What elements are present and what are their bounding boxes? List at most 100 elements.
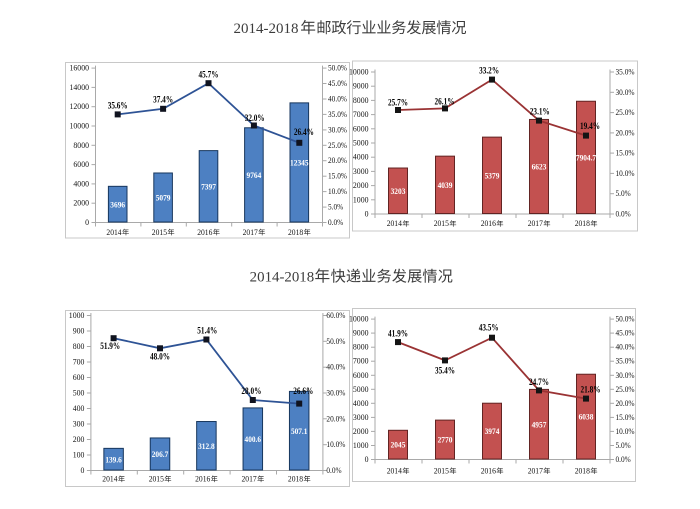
svg-text:20.0%: 20.0% <box>616 127 635 137</box>
svg-text:2017: 2017 <box>528 465 543 475</box>
svg-text:0.0%: 0.0% <box>328 217 343 227</box>
svg-text:45.7%: 45.7% <box>199 71 219 81</box>
svg-text:0: 0 <box>85 217 89 227</box>
svg-text:2770: 2770 <box>438 435 453 445</box>
svg-text:2014: 2014 <box>102 474 118 484</box>
svg-text:2014: 2014 <box>387 218 403 228</box>
svg-text:4000: 4000 <box>353 398 369 408</box>
svg-text:300: 300 <box>73 419 85 429</box>
svg-text:7904.7: 7904.7 <box>576 153 597 163</box>
svg-text:0: 0 <box>365 454 369 464</box>
svg-text:35.0%: 35.0% <box>616 356 635 366</box>
svg-text:19.4%: 19.4% <box>580 122 600 132</box>
svg-text:5.0%: 5.0% <box>616 188 631 198</box>
svg-text:400: 400 <box>73 403 85 413</box>
svg-text:2017: 2017 <box>242 474 257 484</box>
svg-text:2015: 2015 <box>149 474 164 484</box>
svg-text:50.0%: 50.0% <box>328 63 347 73</box>
svg-text:35.0%: 35.0% <box>328 109 347 119</box>
svg-text:2018: 2018 <box>575 218 590 228</box>
svg-text:15.0%: 15.0% <box>616 148 635 158</box>
svg-text:0.0%: 0.0% <box>616 454 631 464</box>
svg-text:32.0%: 32.0% <box>245 114 265 124</box>
svg-text:20.0%: 20.0% <box>326 413 345 423</box>
svg-text:5379: 5379 <box>485 170 500 180</box>
svg-text:0.0%: 0.0% <box>616 209 631 219</box>
svg-text:400.6: 400.6 <box>245 434 262 444</box>
svg-text:1000: 1000 <box>69 310 85 320</box>
svg-text:507.1: 507.1 <box>291 426 308 436</box>
svg-text:6000: 6000 <box>353 123 369 133</box>
svg-text:4000: 4000 <box>73 178 89 188</box>
svg-text:3000: 3000 <box>353 166 369 176</box>
svg-text:8000: 8000 <box>353 342 369 352</box>
svg-text:700: 700 <box>73 357 85 367</box>
svg-text:12345: 12345 <box>290 158 309 168</box>
svg-text:40.0%: 40.0% <box>328 94 347 104</box>
svg-text:5000: 5000 <box>353 138 369 148</box>
svg-text:45.0%: 45.0% <box>616 328 635 338</box>
svg-text:4957: 4957 <box>532 419 547 429</box>
svg-text:43.5%: 43.5% <box>479 324 499 334</box>
svg-text:7000: 7000 <box>353 109 369 119</box>
svg-text:7000: 7000 <box>353 356 369 366</box>
svg-text:800: 800 <box>73 341 85 351</box>
svg-text:500: 500 <box>73 388 85 398</box>
svg-text:6000: 6000 <box>353 370 369 380</box>
svg-text:48.0%: 48.0% <box>150 353 170 363</box>
svg-text:2014-2018: 2014-2018 <box>250 270 315 286</box>
svg-text:14000: 14000 <box>70 82 90 92</box>
svg-text:15.0%: 15.0% <box>328 171 347 181</box>
svg-text:10000: 10000 <box>349 314 369 324</box>
svg-text:2000: 2000 <box>353 426 369 436</box>
svg-text:2018: 2018 <box>288 474 303 484</box>
svg-text:2000: 2000 <box>73 198 89 208</box>
svg-text:28.0%: 28.0% <box>241 387 261 397</box>
svg-text:2015: 2015 <box>434 465 449 475</box>
svg-text:30.0%: 30.0% <box>616 87 635 97</box>
svg-text:40.0%: 40.0% <box>616 342 635 352</box>
svg-text:25.7%: 25.7% <box>388 98 408 108</box>
svg-text:3974: 3974 <box>485 426 500 436</box>
svg-text:35.0%: 35.0% <box>616 67 635 77</box>
svg-text:26.1%: 26.1% <box>435 97 455 107</box>
svg-text:20.0%: 20.0% <box>616 398 635 408</box>
svg-text:9000: 9000 <box>353 328 369 338</box>
svg-text:139.6: 139.6 <box>105 454 122 464</box>
svg-text:5079: 5079 <box>156 193 171 203</box>
svg-text:23.1%: 23.1% <box>530 108 550 118</box>
svg-text:6000: 6000 <box>73 159 89 169</box>
svg-text:10.0%: 10.0% <box>616 426 635 436</box>
svg-text:40.0%: 40.0% <box>326 362 345 372</box>
svg-text:9764: 9764 <box>247 170 262 180</box>
svg-text:25.0%: 25.0% <box>616 107 635 117</box>
svg-text:10000: 10000 <box>70 121 90 131</box>
svg-text:3696: 3696 <box>110 199 125 209</box>
svg-text:35.6%: 35.6% <box>108 102 128 112</box>
svg-text:2045: 2045 <box>391 440 406 450</box>
svg-text:6623: 6623 <box>532 162 547 172</box>
svg-text:5.0%: 5.0% <box>616 440 631 450</box>
svg-text:2015: 2015 <box>434 218 449 228</box>
svg-text:30.0%: 30.0% <box>328 124 347 134</box>
svg-text:2017: 2017 <box>528 218 543 228</box>
svg-text:50.0%: 50.0% <box>616 314 635 324</box>
svg-text:30.0%: 30.0% <box>326 388 345 398</box>
svg-text:4039: 4039 <box>438 180 453 190</box>
svg-text:1000: 1000 <box>353 194 369 204</box>
svg-text:10.0%: 10.0% <box>616 168 635 178</box>
svg-text:2014: 2014 <box>106 227 122 237</box>
svg-text:0: 0 <box>81 465 85 475</box>
svg-text:25.0%: 25.0% <box>328 140 347 150</box>
svg-text:100: 100 <box>73 450 85 460</box>
svg-text:10000: 10000 <box>349 67 369 77</box>
svg-text:3000: 3000 <box>353 412 369 422</box>
svg-text:15.0%: 15.0% <box>616 412 635 422</box>
svg-text:2015: 2015 <box>152 227 167 237</box>
svg-text:20.0%: 20.0% <box>328 155 347 165</box>
svg-text:1000: 1000 <box>353 440 369 450</box>
svg-text:10.0%: 10.0% <box>326 439 345 449</box>
svg-text:50.0%: 50.0% <box>326 336 345 346</box>
svg-text:60.0%: 60.0% <box>326 310 345 320</box>
svg-text:30.0%: 30.0% <box>616 370 635 380</box>
